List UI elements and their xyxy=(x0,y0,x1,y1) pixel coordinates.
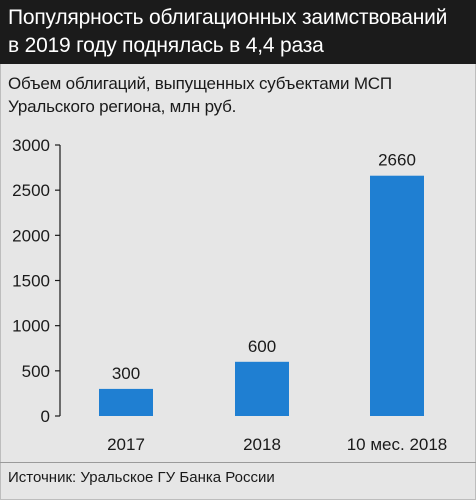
chart-title-line-1: Популярность облигационных заимствований xyxy=(8,6,448,29)
y-tick-label: 500 xyxy=(22,362,50,381)
source-note: Источник: Уральское ГУ Банка России xyxy=(8,469,275,486)
chart-subtitle-line-1: Объем облигаций, выпущенных субъектами М… xyxy=(8,74,392,93)
x-category-label: 2018 xyxy=(243,435,281,454)
chart-subtitle-line-2: Уральского региона, млн руб. xyxy=(8,97,237,116)
source-divider xyxy=(0,462,476,463)
bar-value-label: 300 xyxy=(112,364,140,383)
chart-title-line-2: в 2019 году поднялась в 4,4 раза xyxy=(8,34,324,57)
y-tick-label: 1000 xyxy=(12,317,50,336)
bar-value-label: 2660 xyxy=(378,151,416,170)
y-tick-label: 3000 xyxy=(12,136,50,155)
bar xyxy=(370,175,424,416)
title-banner: Популярность облигационных заимствований… xyxy=(0,0,476,64)
bar xyxy=(235,361,289,416)
bar-value-label: 600 xyxy=(248,337,276,356)
y-tick-label: 2000 xyxy=(12,226,50,245)
x-category-label: 2017 xyxy=(107,435,145,454)
x-category-label: 10 мес. 2018 xyxy=(347,435,448,454)
y-tick-label: 2500 xyxy=(12,181,50,200)
y-tick-label: 1500 xyxy=(12,272,50,291)
bar xyxy=(99,388,153,416)
y-tick-label: 0 xyxy=(41,407,50,426)
